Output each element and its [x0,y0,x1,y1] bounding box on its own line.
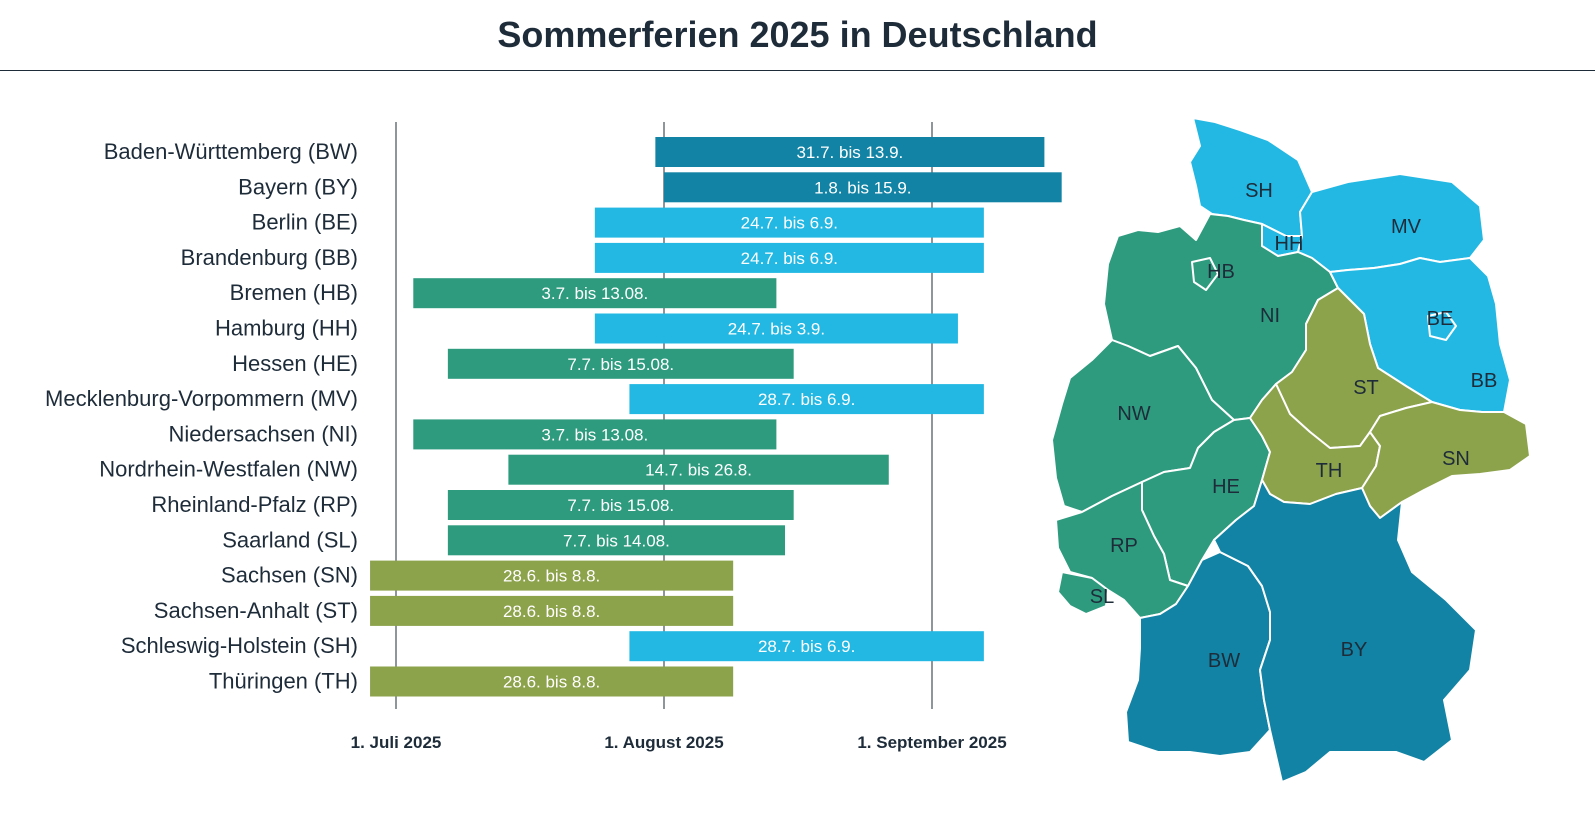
bar-hb [413,278,777,309]
map-label-by: BY [1341,639,1368,661]
bar-st [370,595,734,626]
bar-sh [629,631,984,662]
bar-label-sn: 28.6. bis 8.8. [503,567,600,586]
state-label-st: Sachsen-Anhalt (ST) [154,598,358,623]
map-label-st: ST [1353,377,1379,399]
map-label-th: TH [1316,460,1343,482]
bar-bb [594,242,984,273]
state-label-by: Bayern (BY) [238,174,358,199]
state-label-sh: Schleswig-Holstein (SH) [121,633,358,658]
bar-nw [508,454,889,485]
x-tick-label-1: 1. Juli 2025 [351,733,442,752]
state-label-mv: Mecklenburg-Vorpommern (MV) [45,386,358,411]
bar-label-st: 28.6. bis 8.8. [503,602,600,621]
bar-bw [655,137,1045,167]
bar-label-sl: 7.7. bis 14.08. [563,531,670,550]
map-label-nw: NW [1117,403,1150,425]
bar-sn [370,560,734,591]
state-label-hh: Hamburg (HH) [215,316,358,341]
map-label-sn: SN [1442,448,1470,470]
state-label-sn: Sachsen (SN) [221,563,358,588]
map-region-be [1427,311,1457,341]
map-region-sn [1361,401,1531,519]
bar-label-rp: 7.7. bis 15.08. [567,496,674,515]
map-labels: SH HH MV HB NI BE BB ST NW HE TH SN RP SL BW BY [1090,180,1498,672]
bar-label-hh: 24.7. bis 3.9. [728,320,825,339]
bar-label-be: 24.7. bis 6.9. [741,214,838,233]
map-label-rp: RP [1110,535,1138,557]
state-label-nw: Nordrhein-Westfalen (NW) [99,457,358,482]
state-label-hb: Bremen (HB) [230,280,358,305]
bar-label-th: 28.6. bis 8.8. [503,673,600,692]
map-label-bb: BB [1471,370,1498,392]
map-region-sl [1057,571,1109,615]
bar-label-bw: 31.7. bis 13.9. [796,143,903,162]
bar-label-ni: 3.7. bis 13.08. [541,425,648,444]
map-label-hh: HH [1275,233,1304,255]
state-label-sl: Saarland (SL) [222,527,358,552]
state-label-he: Hessen (HE) [232,351,358,376]
map-region-hb [1191,257,1219,291]
map-label-mv: MV [1391,216,1422,238]
bar-label-he: 7.7. bis 15.08. [567,355,674,374]
bar-hh [594,313,958,344]
map-region-by [1213,479,1477,783]
bars: 31.7. bis 13.9. 1.8. bis 15.9. 24.7. bis 6… [370,137,1062,697]
map-label-sl: SL [1090,586,1114,608]
bar-he [447,348,794,379]
map-label-be: BE [1427,308,1454,330]
x-tick-label-3: 1. September 2025 [857,733,1006,752]
bar-by [664,172,1062,203]
map-label-hb: HB [1207,261,1235,283]
title-divider [0,70,1595,71]
map-label-ni: NI [1260,305,1280,327]
state-label-th: Thüringen (TH) [209,669,358,694]
map-label-he: HE [1212,476,1240,498]
bar-label-nw: 14.7. bis 26.8. [645,461,752,480]
bar-sl [447,525,786,556]
x-axis-ticks: 1. Juli 2025 1. August 2025 1. September 2… [351,733,1007,752]
state-labels: Baden-Württemberg (BW) Bayern (BY) Berlin … [45,139,358,694]
bar-be [594,207,984,238]
bar-label-hb: 3.7. bis 13.08. [541,284,648,303]
state-label-bb: Brandenburg (BB) [181,245,358,270]
x-tick-label-2: 1. August 2025 [604,733,723,752]
bar-rp [447,490,794,520]
bar-th [370,666,734,697]
bar-label-by: 1.8. bis 15.9. [814,178,911,197]
bar-ni [413,419,777,450]
germany-map [1051,117,1531,783]
bar-label-sh: 28.7. bis 6.9. [758,637,855,656]
map-label-sh: SH [1245,180,1273,202]
state-label-bw: Baden-Württemberg (BW) [104,139,358,164]
page-title: Sommerferien 2025 in Deutschland [497,14,1098,55]
map-label-bw: BW [1208,650,1240,672]
state-label-be: Berlin (BE) [252,210,358,235]
bar-label-mv: 28.7. bis 6.9. [758,390,855,409]
state-label-ni: Niedersachsen (NI) [168,421,358,446]
bar-mv [629,384,984,415]
bar-label-bb: 24.7. bis 6.9. [741,249,838,268]
state-label-rp: Rheinland-Pfalz (RP) [151,492,358,517]
